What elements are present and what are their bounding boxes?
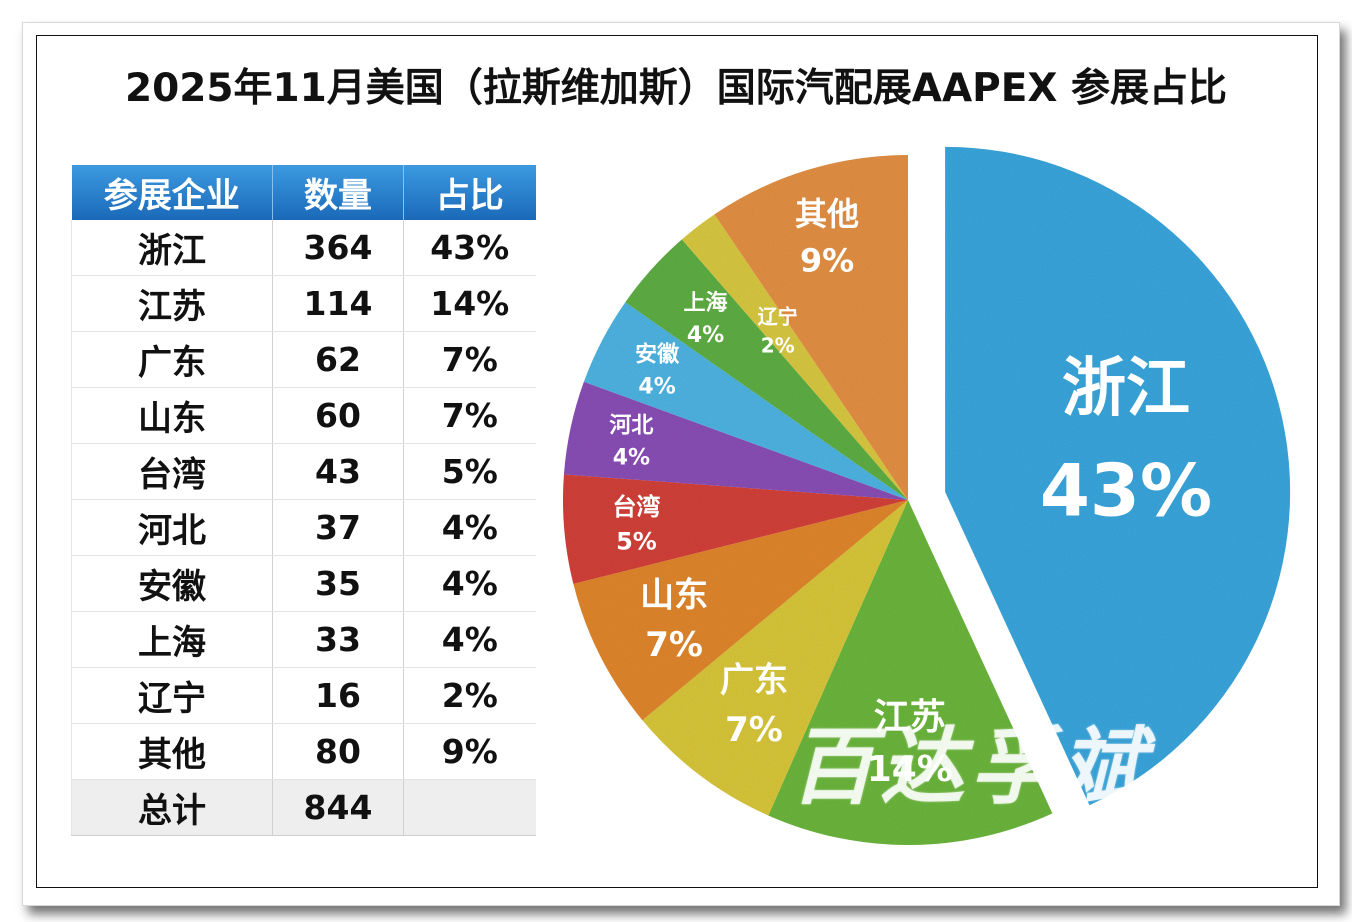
- pie-label-percent: 14%: [867, 749, 953, 790]
- pie-label-percent: 7%: [725, 710, 783, 750]
- pie-slice-山东: [573, 500, 908, 721]
- table-row: 河北 37 4%: [71, 499, 536, 556]
- pie-slice-其他: [714, 155, 908, 500]
- row-share: 7%: [403, 331, 536, 388]
- row-name: 安徽: [71, 555, 273, 612]
- row-share: 5%: [403, 443, 536, 500]
- header-count: 数量: [272, 165, 404, 220]
- row-name: 广东: [71, 331, 273, 388]
- row-name: 江苏: [71, 275, 273, 332]
- pie-slice-安徽: [583, 302, 908, 500]
- pie-label-name: 辽宁: [758, 304, 798, 328]
- pie-label-percent: 4%: [613, 446, 650, 471]
- row-count: 60: [272, 387, 404, 444]
- total-count: 844: [272, 779, 404, 836]
- pie-label-percent: 4%: [638, 375, 675, 400]
- chart-title: 2025年11月美国（拉斯维加斯）国际汽配展AAPEX 参展占比: [124, 66, 1228, 111]
- pie-label-name: 安徽: [635, 342, 680, 368]
- table-row: 台湾 43 5%: [71, 443, 536, 500]
- table-header-row: 参展企业 数量 占比: [71, 165, 536, 220]
- row-count: 16: [272, 667, 404, 724]
- table-row: 其他 80 9%: [71, 723, 536, 780]
- pie-label-name: 河北: [609, 414, 653, 439]
- row-share: 9%: [403, 723, 536, 780]
- total-name: 总计: [71, 779, 273, 836]
- row-name: 其他: [71, 723, 273, 780]
- row-name: 上海: [71, 611, 273, 668]
- row-count: 33: [272, 611, 404, 668]
- row-name: 浙江: [71, 220, 273, 276]
- table-row: 江苏 114 14%: [71, 275, 536, 332]
- pie-slice-辽宁: [681, 214, 908, 501]
- pie-label-name: 其他: [795, 195, 859, 233]
- row-name: 辽宁: [71, 667, 273, 724]
- row-count: 80: [272, 723, 404, 780]
- table-row: 山东 60 7%: [71, 387, 536, 444]
- pie-slice-广东: [642, 500, 908, 816]
- pie-slice-河北: [563, 381, 908, 500]
- pie-label-percent: 4%: [687, 323, 724, 348]
- pie-label-percent: 5%: [616, 528, 657, 556]
- table-total-row: 总计 844: [71, 779, 536, 836]
- row-share: 4%: [403, 611, 536, 668]
- row-count: 35: [272, 555, 404, 612]
- row-share: 4%: [403, 499, 536, 556]
- row-name: 河北: [71, 499, 273, 556]
- table-row: 辽宁 16 2%: [71, 667, 536, 724]
- pie-label-name: 浙江: [1062, 352, 1190, 426]
- row-share: 7%: [403, 387, 536, 444]
- row-count: 37: [272, 499, 404, 556]
- pie-slice-浙江: [945, 146, 1291, 806]
- watermark-text: 百达孚斌: [790, 718, 1151, 816]
- pie-slice-江苏: [768, 500, 1053, 845]
- pie-label-percent: 7%: [645, 625, 703, 665]
- pie-label-percent: 2%: [761, 333, 795, 357]
- pie-label-name: 山东: [640, 576, 708, 616]
- data-table: 参展企业 数量 占比 浙江 364 43% 江苏 114 14% 广东 62 7% 山东 60…: [71, 165, 536, 836]
- pie-label-percent: 9%: [800, 241, 854, 279]
- pie-slice-上海: [625, 239, 908, 500]
- row-count: 364: [272, 220, 404, 276]
- pie-label-percent: 43%: [1040, 449, 1212, 533]
- table-row: 安徽 35 4%: [71, 555, 536, 612]
- row-share: 2%: [403, 667, 536, 724]
- row-share: 14%: [403, 275, 536, 332]
- row-count: 62: [272, 331, 404, 388]
- row-count: 43: [272, 443, 404, 500]
- header-share: 占比: [403, 165, 536, 220]
- row-name: 台湾: [71, 443, 273, 500]
- row-name: 山东: [71, 387, 273, 444]
- table-row: 浙江 364 43%: [71, 220, 536, 276]
- total-share: [403, 779, 536, 836]
- row-count: 114: [272, 275, 404, 332]
- row-share: 4%: [403, 555, 536, 612]
- row-share: 43%: [403, 220, 536, 276]
- pie-label-name: 广东: [720, 661, 788, 701]
- table-row: 广东 62 7%: [71, 331, 536, 388]
- pie-label-name: 江苏: [874, 697, 946, 738]
- header-company: 参展企业: [71, 165, 273, 220]
- pie-label-name: 台湾: [612, 493, 660, 521]
- pie-label-name: 上海: [683, 290, 727, 316]
- table-row: 上海 33 4%: [71, 611, 536, 668]
- pie-slice-台湾: [563, 474, 908, 584]
